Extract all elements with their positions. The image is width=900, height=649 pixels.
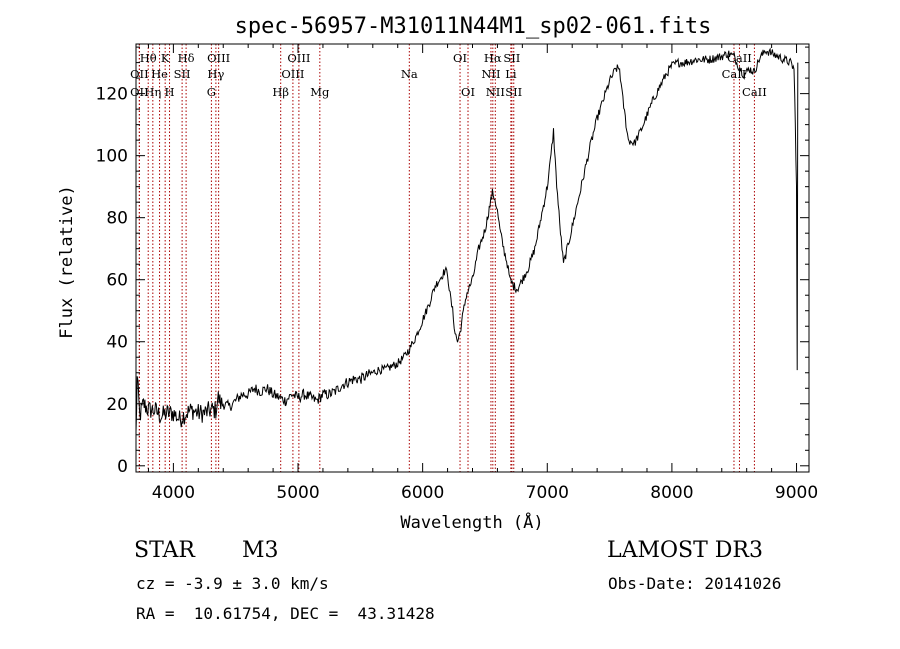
spectral-line-label: CaII	[742, 85, 767, 99]
y-tick-label: 100	[96, 147, 128, 167]
y-tick-label: 120	[96, 85, 128, 105]
spectral-line-label: Li	[505, 67, 517, 81]
y-tick-label: 80	[106, 209, 128, 229]
spectral-line-label: OIII	[207, 51, 230, 65]
y-tick-label: 20	[106, 395, 128, 415]
x-tick-label: 5000	[276, 483, 319, 503]
spectral-line-label: He	[151, 67, 168, 81]
survey-label: LAMOST DR3	[607, 538, 763, 563]
spectral-line-label: SII	[174, 67, 191, 81]
spectral-line-label: SII	[505, 85, 522, 99]
spectral-line-label: Hα	[484, 51, 502, 65]
x-axis-label: Wavelength (Å)	[400, 511, 543, 533]
spectral-line-label: CaII	[722, 67, 747, 81]
spectral-line-label: OIII	[287, 51, 310, 65]
spectral-line-label: OI	[453, 51, 467, 65]
spectral-line-label: Na	[401, 67, 418, 81]
x-tick-label: 9000	[775, 483, 818, 503]
x-tick-label: 8000	[650, 483, 693, 503]
spectral-line-label: Mg	[310, 85, 330, 99]
x-tick-label: 7000	[526, 483, 569, 503]
coordinates: RA = 10.61754, DEC = 43.31428	[136, 604, 435, 623]
spectral-line-markers	[138, 44, 755, 472]
spectral-line-label: NII	[486, 85, 505, 99]
spectral-line-label: Hδ	[178, 51, 195, 65]
spectral-line-label: OIII	[281, 67, 304, 81]
spectral-line-label: OII	[130, 67, 149, 81]
axis-ticks: 4000 5000 6000 7000 8000 9000 0 20 40 60 80 100 120	[96, 44, 818, 503]
x-tick-label: 6000	[401, 483, 444, 503]
spectral-line-label: Hη	[144, 85, 161, 99]
spectral-line-label: G	[207, 85, 216, 99]
y-axis-label: Flux (relative)	[57, 185, 77, 339]
spectral-line-label: OI	[461, 85, 475, 99]
spectral-line-label: Hβ	[272, 85, 289, 99]
spectral-line-label: SII	[503, 51, 520, 65]
y-tick-label: 40	[106, 333, 128, 353]
redshift-cz: cz = -3.9 ± 3.0 km/s	[136, 574, 329, 593]
object-subclass: M3	[242, 538, 279, 563]
object-class: STAR	[134, 538, 195, 563]
spectral-line-label: Hθ	[140, 51, 157, 65]
chart-title: spec-56957-M31011N44M1_sp02-061.fits	[235, 14, 712, 39]
spectral-line-label: H	[165, 85, 175, 99]
spectral-line-label: Hγ	[207, 67, 224, 81]
x-tick-label: 4000	[152, 483, 195, 503]
spectral-line-label: NII	[481, 67, 500, 81]
spectral-line-label: OII	[130, 85, 149, 99]
y-tick-label: 60	[106, 271, 128, 291]
plot-frame	[135, 43, 810, 473]
spectral-line-label: K	[161, 51, 170, 65]
y-tick-label: 0	[117, 457, 128, 477]
obs-date: Obs-Date: 20141026	[608, 574, 782, 593]
spectrum-line	[135, 47, 799, 432]
